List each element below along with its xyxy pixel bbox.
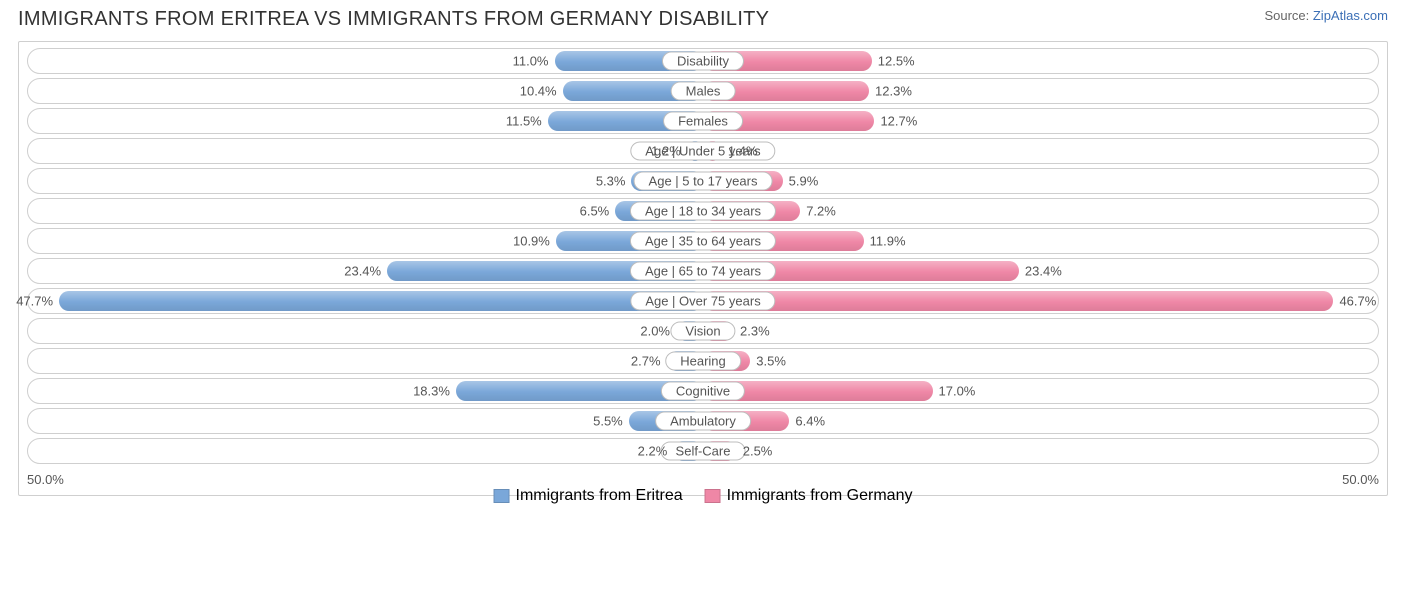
legend: Immigrants from Eritrea Immigrants from … <box>494 487 913 505</box>
chart-row: Age | Over 75 years47.7%46.7% <box>27 288 1379 314</box>
value-left: 2.0% <box>640 324 670 339</box>
row-label: Males <box>671 82 736 101</box>
value-right: 12.5% <box>878 54 915 69</box>
value-left: 11.0% <box>513 54 549 69</box>
chart-row: Disability 11.0% 12.5% <box>27 48 1379 74</box>
chart-row: Age | 35 to 64 years 10.9% 11.9% <box>27 228 1379 254</box>
value-right: 6.4% <box>795 414 825 429</box>
value-left: 5.3% <box>596 174 626 189</box>
value-right: 7.2% <box>806 204 836 219</box>
chart-row: Age | 18 to 34 years 6.5% 7.2% <box>27 198 1379 224</box>
value-left: 47.7% <box>16 294 53 309</box>
row-label: Age | Over 75 years <box>630 292 775 311</box>
value-left: 18.3% <box>413 384 450 399</box>
value-right: 17.0% <box>939 384 976 399</box>
chart-row: Males 10.4% 12.3% <box>27 78 1379 104</box>
chart-row: Age | 65 to 74 years 23.4% 23.4% <box>27 258 1379 284</box>
value-left: 1.2% <box>651 144 681 159</box>
axis-max-right: 50.0% <box>703 472 1379 487</box>
value-left: 2.7% <box>631 354 661 369</box>
chart-row: Age | 5 to 17 years 5.3% 5.9% <box>27 168 1379 194</box>
chart-rows: Disability 11.0% 12.5% Males 10.4% 12.3% Femal… <box>27 48 1379 464</box>
legend-label-right: Immigrants from Germany <box>727 487 913 505</box>
row-label: Age | 35 to 64 years <box>630 232 776 251</box>
value-left: 2.2% <box>638 444 668 459</box>
row-label: Cognitive <box>661 382 745 401</box>
row-label: Disability <box>662 52 744 71</box>
row-label: Age | 65 to 74 years <box>630 262 776 281</box>
row-label: Ambulatory <box>655 412 751 431</box>
legend-swatch-left <box>494 489 510 503</box>
value-right: 12.3% <box>875 84 912 99</box>
chart-row: Age | Under 5 years1.2%1.4% <box>27 138 1379 164</box>
value-right: 2.3% <box>740 324 770 339</box>
source-prefix: Source: <box>1264 8 1312 23</box>
legend-swatch-right <box>705 489 721 503</box>
row-label: Age | 18 to 34 years <box>630 202 776 221</box>
chart-footer: 50.0% 50.0% Immigrants from Eritrea Immi… <box>27 472 1379 487</box>
source-attribution: Source: ZipAtlas.com <box>1264 8 1388 23</box>
legend-item-left: Immigrants from Eritrea <box>494 487 683 505</box>
diverging-bar-chart: Disability 11.0% 12.5% Males 10.4% 12.3% Femal… <box>18 41 1388 496</box>
bar-left <box>59 291 703 311</box>
value-right: 12.7% <box>880 114 917 129</box>
value-right: 3.5% <box>756 354 786 369</box>
value-left: 6.5% <box>580 204 610 219</box>
value-right: 2.5% <box>743 444 773 459</box>
chart-row: Ambulatory 5.5% 6.4% <box>27 408 1379 434</box>
chart-row: Vision2.0% 2.3% <box>27 318 1379 344</box>
axis-max-left: 50.0% <box>27 472 703 487</box>
value-right: 23.4% <box>1025 264 1062 279</box>
row-label: Hearing <box>665 352 741 371</box>
chart-container: IMMIGRANTS FROM ERITREA VS IMMIGRANTS FR… <box>0 0 1406 508</box>
header: IMMIGRANTS FROM ERITREA VS IMMIGRANTS FR… <box>18 8 1388 31</box>
source-link[interactable]: ZipAtlas.com <box>1313 8 1388 23</box>
value-right: 5.9% <box>789 174 819 189</box>
value-left: 10.9% <box>513 234 550 249</box>
bar-right <box>703 291 1333 311</box>
value-left: 23.4% <box>344 264 381 279</box>
value-left: 11.5% <box>506 114 542 129</box>
row-label: Females <box>663 112 743 131</box>
value-right: 46.7% <box>1339 294 1376 309</box>
legend-label-left: Immigrants from Eritrea <box>516 487 683 505</box>
value-left: 5.5% <box>593 414 623 429</box>
value-left: 10.4% <box>520 84 557 99</box>
chart-row: Hearing 2.7% 3.5% <box>27 348 1379 374</box>
row-label: Vision <box>670 322 735 341</box>
page-title: IMMIGRANTS FROM ERITREA VS IMMIGRANTS FR… <box>18 8 769 31</box>
row-label: Self-Care <box>661 442 746 461</box>
chart-row: Cognitive 18.3% 17.0% <box>27 378 1379 404</box>
value-right: 11.9% <box>870 234 906 249</box>
legend-item-right: Immigrants from Germany <box>705 487 913 505</box>
value-right: 1.4% <box>728 144 758 159</box>
chart-row: Females 11.5% 12.7% <box>27 108 1379 134</box>
chart-row: Self-Care2.2% 2.5% <box>27 438 1379 464</box>
row-label: Age | 5 to 17 years <box>634 172 773 191</box>
